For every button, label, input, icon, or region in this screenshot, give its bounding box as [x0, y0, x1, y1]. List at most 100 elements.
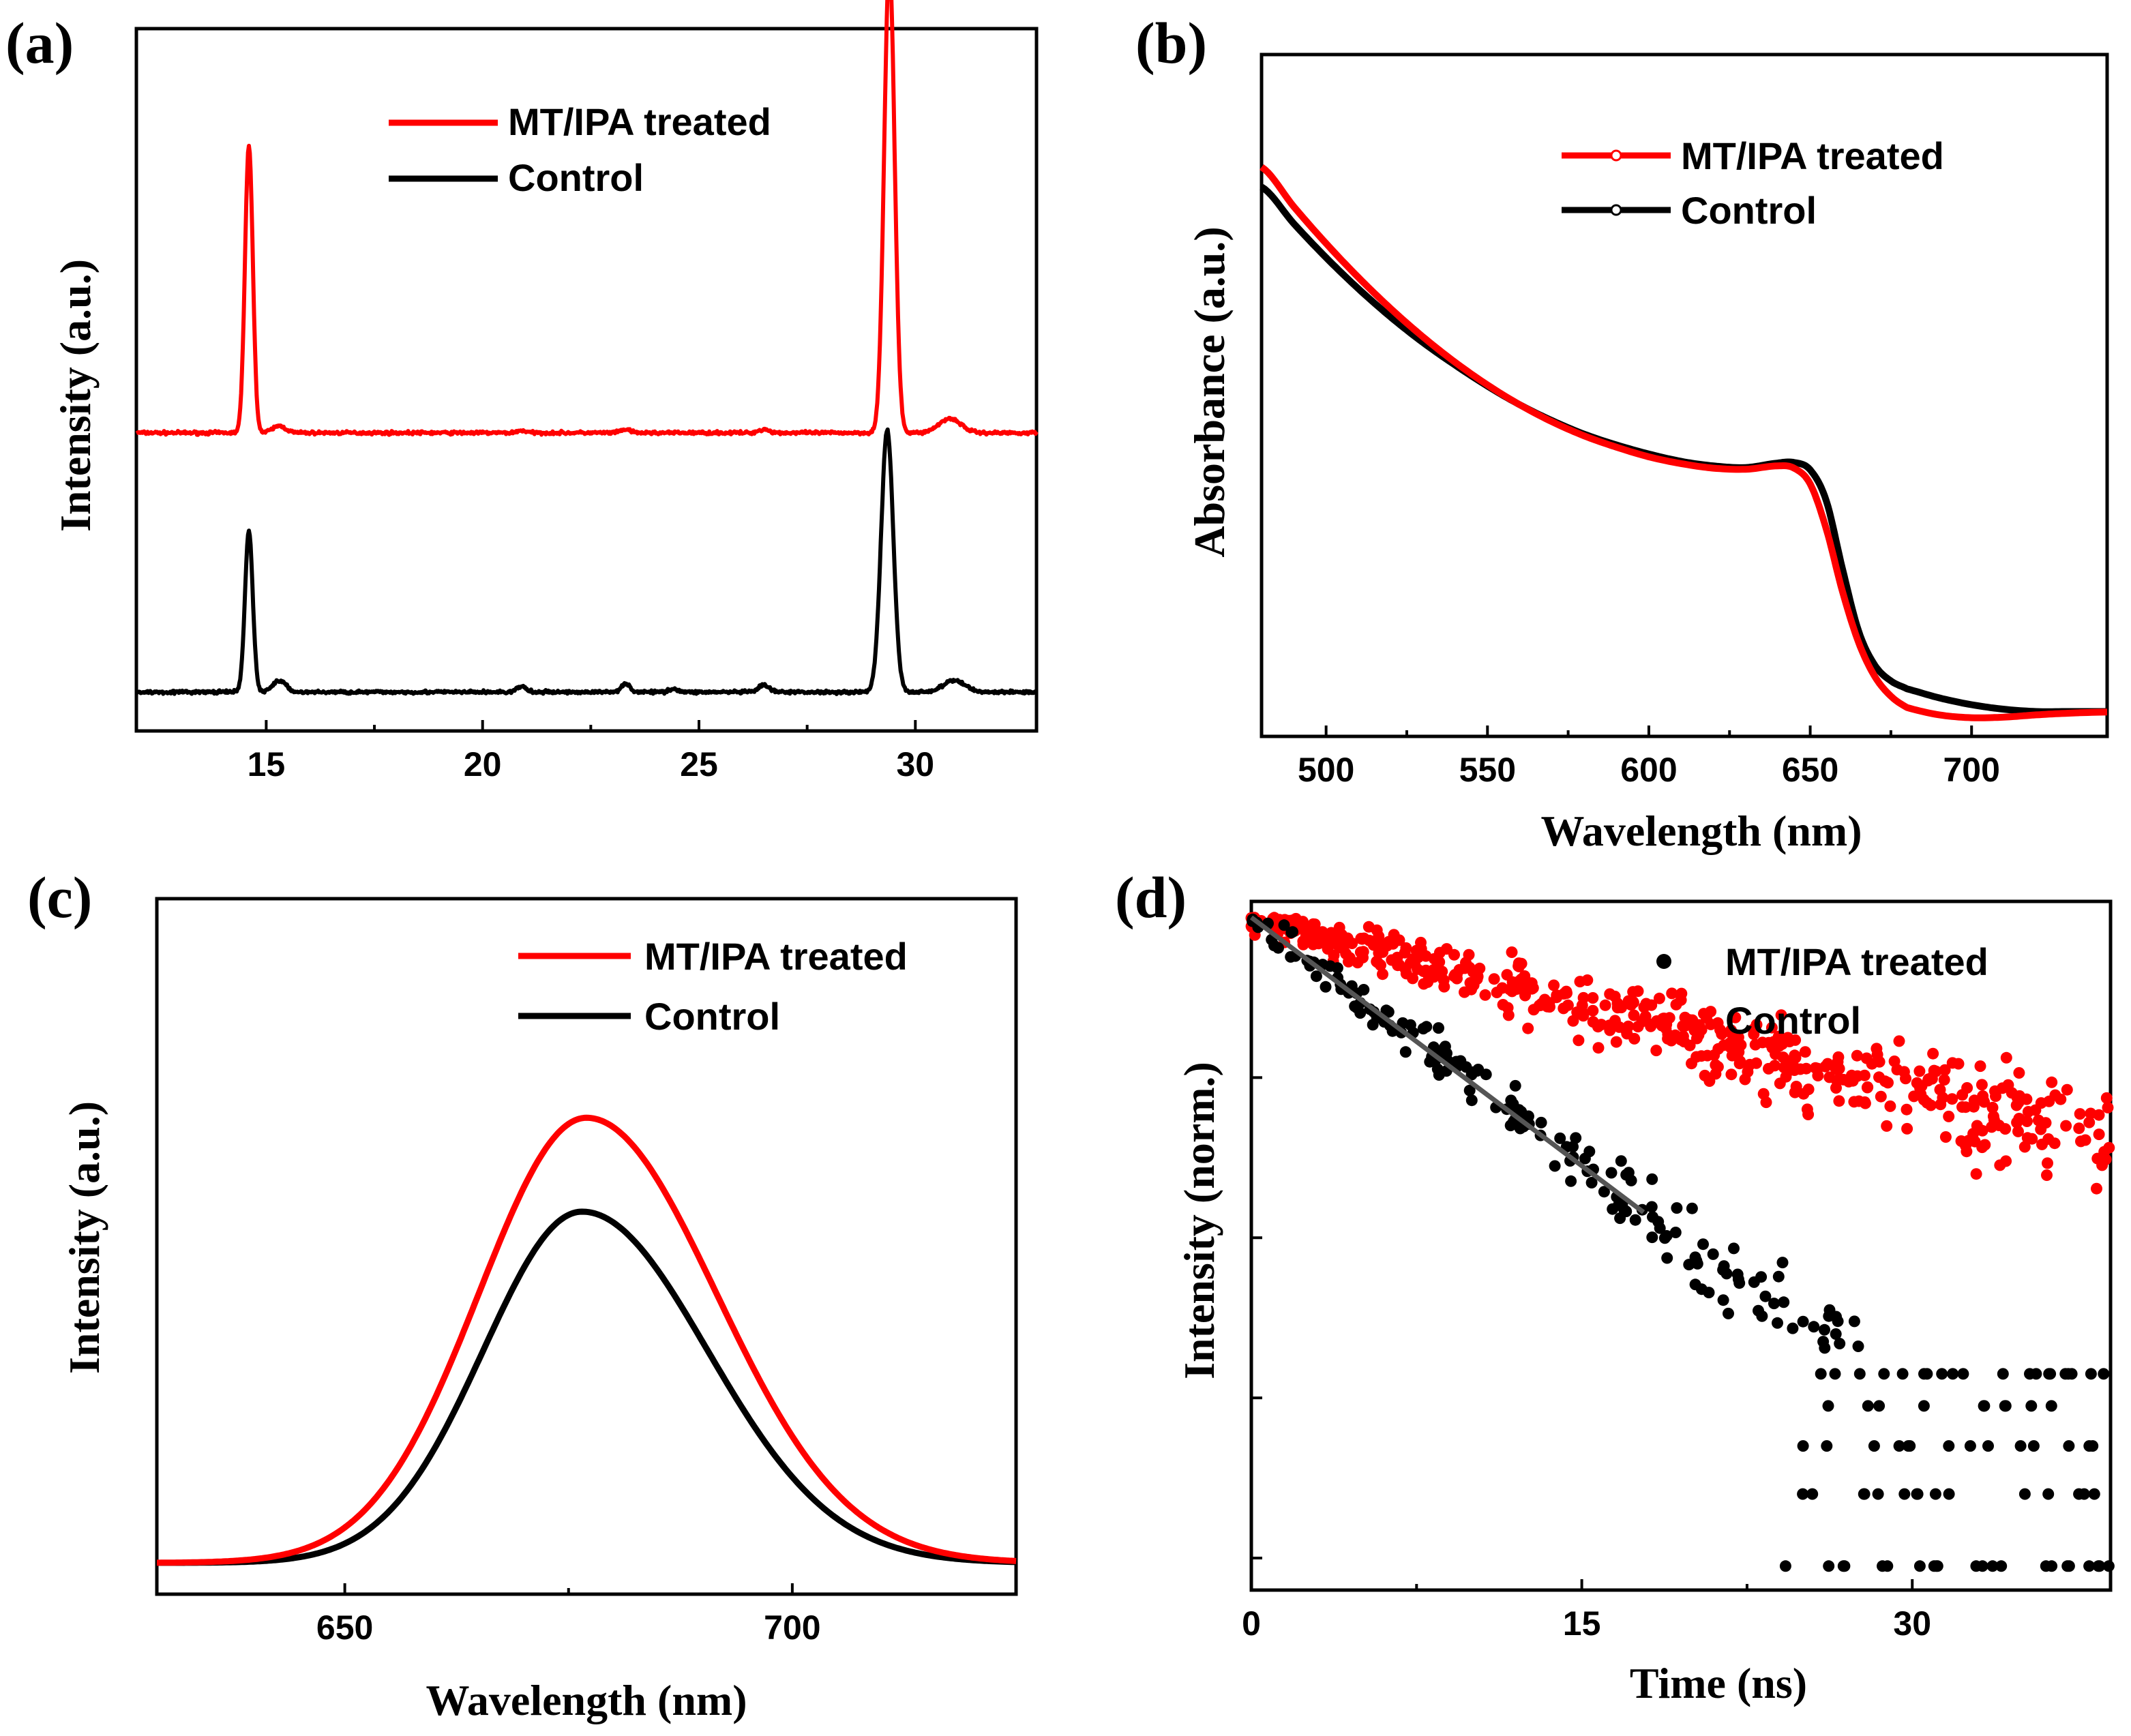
- panel-d-point-treated: [2042, 1488, 2055, 1500]
- panel-d-point-control: [1875, 1090, 1887, 1103]
- panel-d-point-treated: [1285, 951, 1297, 963]
- panel-d-point-control: [1587, 1004, 1599, 1017]
- panel-d-point-control: [1780, 1071, 1792, 1083]
- panel-d-tick-label-15: 15: [1563, 1604, 1601, 1643]
- panel-d-point-control: [1908, 1090, 1920, 1103]
- panel-d-point-control: [1491, 987, 1503, 998]
- panel-d-point-control: [2012, 1125, 2024, 1137]
- panel-d-point-control: [1592, 1042, 1605, 1054]
- panel-d-series: [1245, 912, 2115, 1572]
- legend-label-treated: MT/IPA treated: [1681, 134, 1944, 177]
- panel-d-point-control: [1776, 1038, 1788, 1050]
- panel-d-point-treated: [1748, 1276, 1760, 1288]
- panel-d-point-treated: [1703, 1287, 1715, 1299]
- panel-d-point-treated: [1852, 1341, 1864, 1352]
- panel-d-point-treated: [1463, 1084, 1476, 1096]
- panel-d-point-control: [2041, 1169, 2053, 1181]
- panel-d-point-control: [1669, 1029, 1682, 1041]
- panel-d-point-control: [1843, 1075, 1855, 1088]
- panel-d-point-control: [1819, 1060, 1832, 1073]
- panel-d-point-treated: [1911, 1488, 1923, 1500]
- panel-d-point-control: [2021, 1116, 2033, 1127]
- panel-d-point-control: [1760, 1096, 1772, 1109]
- panel-d-point-control: [2085, 1107, 2097, 1120]
- panel-d-point-control: [1690, 1032, 1703, 1045]
- panel-d-point-treated: [1853, 1368, 1866, 1380]
- panel-d-point-treated: [1645, 1201, 1658, 1213]
- panel-d-point-control: [2048, 1137, 2061, 1150]
- panel-c-legend: MT/IPA treated Control: [518, 935, 908, 1038]
- panel-b-tick-label-550: 550: [1459, 751, 1516, 789]
- panel-a-letter: (a): [5, 10, 74, 76]
- panel-d-point-control: [1749, 1038, 1761, 1051]
- panel-d-point-treated: [1986, 1560, 1999, 1572]
- panel-d-point-treated: [1671, 1202, 1683, 1214]
- panel-d-point-treated: [1554, 1132, 1566, 1144]
- panel-d-point-treated: [1943, 1440, 1955, 1452]
- panel-d: (d) Intensity (norm.) Time (ns) 0 15 30 MT…: [1115, 865, 2115, 1707]
- panel-d-point-treated: [2061, 1560, 2074, 1572]
- panel-a-legend: MT/IPA treated Control: [389, 100, 771, 199]
- panel-d-point-treated: [1898, 1488, 1911, 1500]
- panel-a: (a) Intensity (a.u.) 15 20 25 30 MT/IPA tre…: [5, 0, 1039, 783]
- panel-d-point-control: [1724, 1040, 1736, 1052]
- panel-d-point-treated: [1268, 940, 1280, 952]
- panel-d-point-control: [1927, 1047, 1939, 1060]
- panel-d-point-control: [2102, 1101, 2114, 1113]
- panel-d-point-treated: [2027, 1440, 2040, 1452]
- panel-d-point-control: [1599, 999, 1611, 1011]
- legend-marker-control: [1610, 204, 1622, 216]
- panel-d-point-control: [1346, 938, 1358, 949]
- panel-d-point-treated: [1982, 1440, 1994, 1452]
- panel-d-point-treated: [1513, 1104, 1525, 1116]
- panel-d-point-treated: [1424, 1056, 1436, 1068]
- panel-d-point-treated: [1772, 1317, 1783, 1329]
- panel-d-point-control: [1934, 1083, 1946, 1096]
- panel-c-letter: (c): [27, 865, 92, 930]
- panel-d-point-control: [1960, 1139, 1971, 1152]
- panel-d-point-treated: [1768, 1298, 1780, 1310]
- panel-d-point-control: [1400, 942, 1412, 954]
- panel-d-point-control: [1961, 1082, 1973, 1094]
- panel-d-point-treated: [1759, 1290, 1772, 1302]
- panel-d-point-treated: [1862, 1400, 1874, 1412]
- panel-d-point-control: [1939, 1131, 1952, 1143]
- panel-d-point-treated: [1669, 1227, 1682, 1238]
- panel-d-point-control: [1375, 938, 1387, 950]
- panel-d-point-control: [1710, 1059, 1722, 1071]
- panel-d-point-control: [1911, 1077, 1923, 1089]
- panel-d-point-treated: [2018, 1488, 2031, 1500]
- panel-d-point-control: [1729, 1011, 1742, 1023]
- panel-d-point-control: [1502, 1002, 1514, 1014]
- panel-d-point-control: [1708, 1049, 1720, 1061]
- panel-d-point-control: [1627, 996, 1639, 1008]
- panel-d-point-control: [1451, 972, 1463, 985]
- panel-d-point-control: [1610, 1036, 1622, 1048]
- panel-c-xlabel: Wavelength (nm): [426, 1676, 747, 1724]
- panel-d-point-control: [1573, 1034, 1585, 1047]
- panel-b-xlabel: Wavelength (nm): [1540, 807, 1862, 855]
- panel-d-point-treated: [1999, 1400, 2012, 1412]
- legend-marker-treated: [1610, 149, 1622, 162]
- panel-d-point-control: [1577, 991, 1590, 1004]
- panel-d-point-treated: [1605, 1167, 1618, 1179]
- panel-d-point-treated: [1753, 1304, 1764, 1317]
- panel-d-point-treated: [1686, 1202, 1698, 1214]
- panel-d-point-treated: [1815, 1368, 1827, 1380]
- panel-d-point-control: [1703, 1075, 1716, 1087]
- panel-d-point-control: [1639, 1011, 1652, 1023]
- panel-d-tick-label-0: 0: [1242, 1604, 1261, 1643]
- panel-d-point-control: [1698, 1008, 1710, 1020]
- panel-d-point-control: [1391, 951, 1403, 963]
- panel-d-point-control: [2093, 1128, 2105, 1141]
- panel-d-point-treated: [2045, 1400, 2057, 1412]
- panel-d-point-treated: [1928, 1560, 1940, 1572]
- panel-d-point-treated: [1797, 1315, 1809, 1328]
- panel-d-point-control: [1777, 1051, 1789, 1064]
- panel-d-point-control: [1650, 1045, 1663, 1057]
- panel-d-point-control: [1371, 924, 1383, 936]
- panel-d-legend: MT/IPA treated Control: [1656, 940, 1988, 1042]
- panel-d-point-treated: [1465, 1094, 1478, 1107]
- panel-d-point-control: [1604, 988, 1616, 1000]
- panel-d-point-treated: [1830, 1328, 1842, 1340]
